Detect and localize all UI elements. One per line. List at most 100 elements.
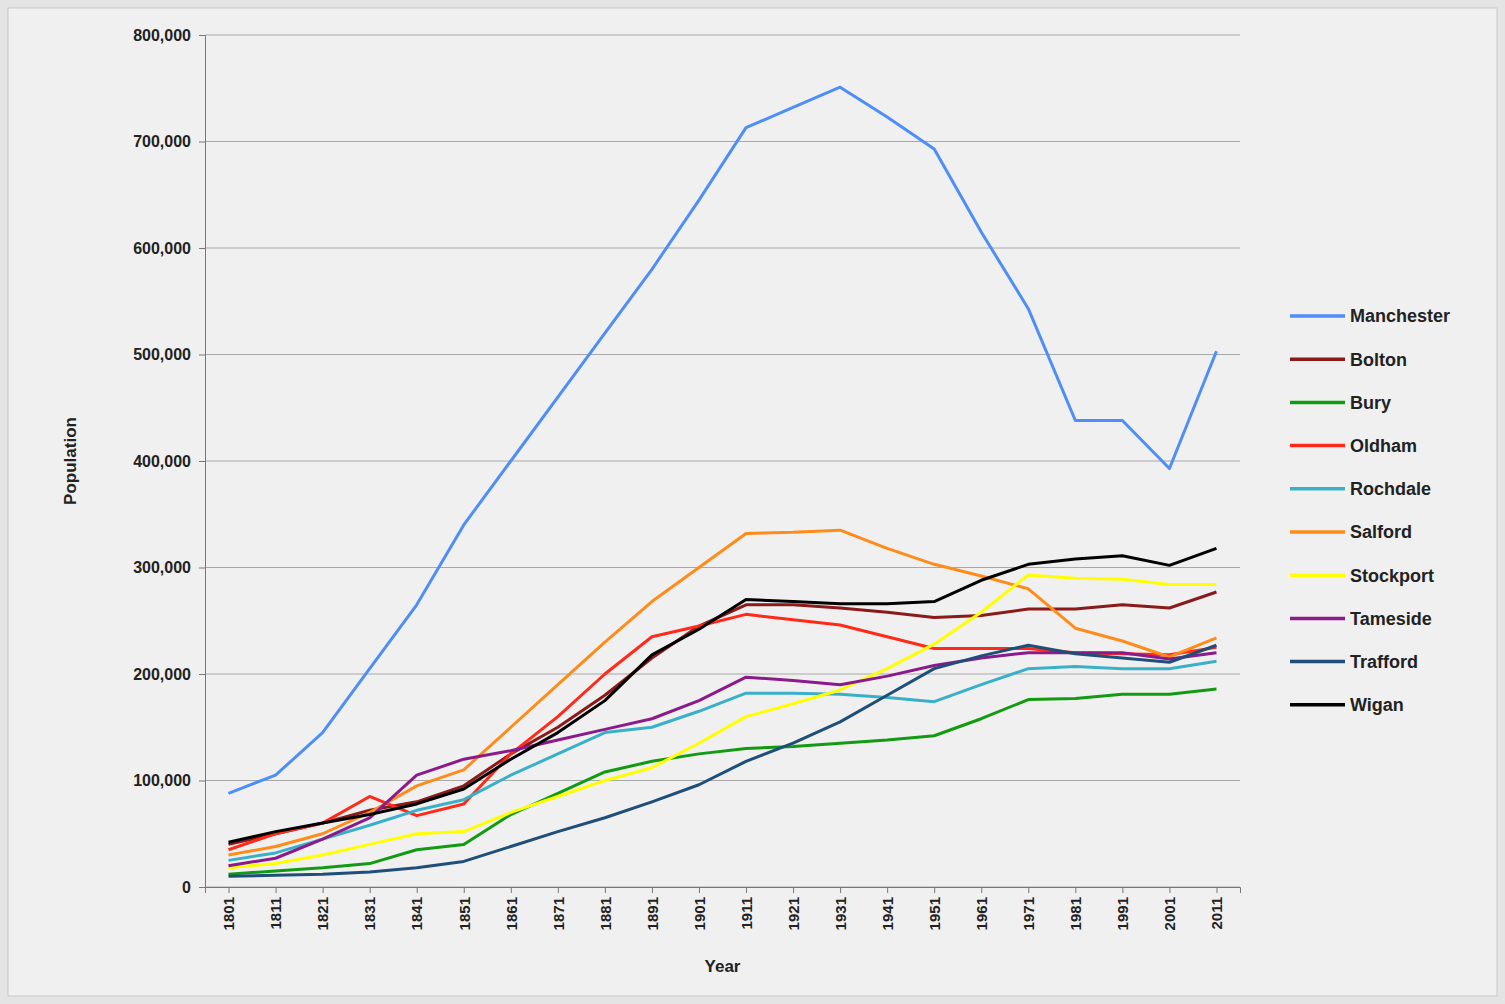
legend-label: Trafford (1350, 652, 1418, 672)
y-tick-mark (199, 248, 205, 249)
x-tick-label: 1841 (408, 897, 425, 930)
x-tick-label: 1941 (879, 897, 896, 930)
x-tick-mark (1028, 887, 1029, 893)
x-tick: 1891 (644, 887, 661, 930)
legend-label: Wigan (1350, 695, 1404, 715)
y-tick: 800,000 (133, 27, 205, 44)
y-tick-mark (199, 355, 205, 356)
grid-line (205, 354, 1240, 355)
x-tick-label: 1951 (926, 897, 943, 930)
x-tick-label: 2001 (1161, 897, 1178, 930)
x-tick: 2011 (1208, 887, 1225, 930)
series-line (229, 575, 1217, 868)
legend-label: Tameside (1350, 609, 1432, 629)
grid (205, 35, 1240, 887)
lines (229, 87, 1217, 876)
y-tick-label: 700,000 (133, 133, 191, 150)
x-tick-mark (605, 887, 606, 893)
x-tick-label: 1991 (1114, 897, 1131, 930)
legend-label: Bury (1350, 393, 1391, 413)
x-tick-label: 1831 (361, 897, 378, 930)
x-tick: 1861 (503, 887, 520, 930)
x-tick-label: 1901 (691, 897, 708, 930)
x-tick-label: 2011 (1208, 897, 1225, 930)
x-tick: 1851 (456, 887, 473, 930)
legend-item: Rochdale (1290, 479, 1431, 499)
y-tick: 500,000 (133, 346, 205, 363)
legend-label: Manchester (1350, 306, 1450, 326)
x-tick: 1981 (1067, 887, 1084, 930)
legend-item: Trafford (1290, 652, 1418, 672)
x-tick: 1931 (832, 887, 849, 930)
y-tick-mark (199, 142, 205, 143)
legend-swatch (1290, 703, 1345, 707)
x-tick-mark (887, 887, 888, 893)
x-tick-mark (464, 887, 465, 893)
x-tick-label: 1811 (267, 897, 284, 930)
legend-item: Wigan (1290, 695, 1404, 715)
x-tick-mark (1169, 887, 1170, 893)
series-line (229, 661, 1217, 860)
grid-line (205, 567, 1240, 568)
x-tick-mark (652, 887, 653, 893)
y-axis-line (199, 36, 206, 888)
x-tick-label: 1981 (1067, 897, 1084, 930)
legend-item: Oldham (1290, 436, 1417, 456)
x-tick: 1871 (550, 887, 567, 930)
y-axis: 0100,000200,000300,000400,000500,000600,… (133, 27, 205, 896)
x-tick-mark (558, 887, 559, 893)
y-tick-mark (199, 674, 205, 675)
legend-swatch (1290, 660, 1345, 664)
y-tick: 400,000 (133, 453, 205, 470)
x-tick-label: 1881 (597, 897, 614, 930)
legend-item: Manchester (1290, 306, 1450, 326)
series-line (229, 689, 1217, 874)
legend-swatch (1290, 617, 1345, 621)
series-line (229, 592, 1217, 844)
x-tick-label: 1931 (832, 897, 849, 930)
x-tick-label: 1891 (644, 897, 661, 930)
grid-line (205, 461, 1240, 462)
x-tick: 1811 (267, 887, 284, 930)
x-axis: 1801181118211831184118511861187118811891… (206, 887, 1241, 930)
x-tick-label: 1971 (1020, 897, 1037, 930)
x-tick-mark (840, 887, 841, 893)
chart-area (8, 8, 1497, 996)
legend-label: Rochdale (1350, 479, 1431, 499)
y-tick: 0 (182, 879, 205, 896)
x-tick: 2001 (1161, 887, 1178, 930)
x-tick: 1831 (361, 887, 378, 930)
y-tick-label: 600,000 (133, 240, 191, 257)
grid-line (205, 674, 1240, 675)
grid-line (205, 248, 1240, 249)
legend-label: Bolton (1350, 350, 1407, 370)
x-tick: 1971 (1020, 887, 1037, 930)
legend-label: Oldham (1350, 436, 1417, 456)
x-tick: 1911 (738, 887, 755, 930)
x-tick: 1881 (597, 887, 614, 930)
x-tick-mark (417, 887, 418, 893)
legend-item: Bolton (1290, 350, 1407, 370)
x-tick-mark (746, 887, 747, 893)
legend-item: Salford (1290, 522, 1412, 542)
x-tick: 1951 (926, 887, 943, 930)
x-tick-mark (1075, 887, 1076, 893)
y-tick-label: 800,000 (133, 27, 191, 44)
x-tick-mark (699, 887, 700, 893)
x-tick: 1941 (879, 887, 896, 930)
x-axis-line (206, 888, 1241, 894)
y-tick-mark (199, 781, 205, 782)
legend-item: Tameside (1290, 609, 1432, 629)
legend-label: Stockport (1350, 566, 1434, 586)
x-tick-label: 1871 (550, 897, 567, 930)
series-line (229, 653, 1217, 866)
y-tick-mark (199, 461, 205, 462)
y-tick-mark (199, 35, 205, 36)
x-tick-mark (981, 887, 982, 893)
legend-swatch (1290, 401, 1345, 405)
x-tick-label: 1921 (785, 897, 802, 930)
x-tick: 1821 (314, 887, 331, 930)
legend-swatch (1290, 530, 1345, 534)
y-tick: 600,000 (133, 240, 205, 257)
legend: Manchester Bolton Bury Oldham Rochdale Salfor… (1290, 306, 1450, 715)
